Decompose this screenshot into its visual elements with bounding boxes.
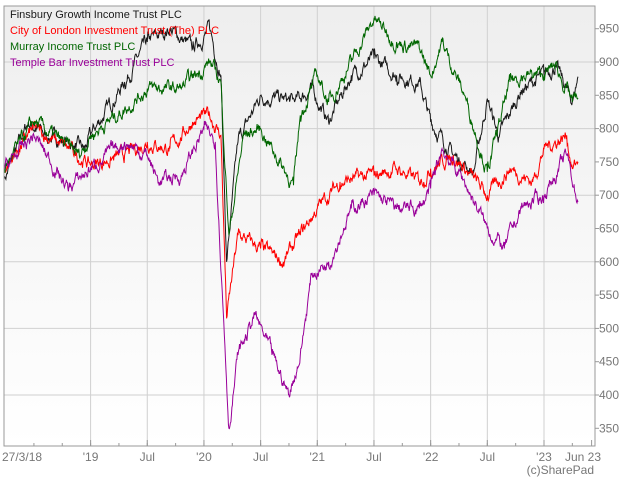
y-tick-label: 600 [599,255,619,269]
series-line-2 [4,15,579,236]
x-tick-label: '21 [309,450,325,464]
y-tick-label: 700 [599,188,619,202]
y-tick-label: 800 [599,122,619,136]
credit-text: (c)SharePad [527,463,594,477]
y-tick-label: 550 [599,288,619,302]
series-line-1 [4,105,579,319]
y-tick-label: 750 [599,155,619,169]
y-tick-label: 450 [599,355,619,369]
y-tick-label: 950 [599,22,619,36]
series-line-3 [4,120,579,430]
series-line-0 [4,19,579,262]
y-tick-label: 900 [599,55,619,69]
x-tick-label: '19 [83,450,99,464]
plot-border [3,5,596,447]
y-tick-label: 500 [599,321,619,335]
legend-entry: City of London Investment Trust (The) PL… [10,25,219,37]
x-tick-label: Jul [253,450,268,464]
x-tick-label: '23 [536,450,552,464]
y-tick-label: 850 [599,88,619,102]
plot-area [4,6,595,446]
x-tick-label: Jun 23 [565,450,601,464]
x-tick-label: '22 [423,450,439,464]
x-tick-label: Jul [140,450,155,464]
y-tick-label: 350 [599,421,619,435]
x-tick-label: Jul [366,450,381,464]
legend-entry: Temple Bar Investment Trust PLC [10,57,175,69]
x-tick-label: '20 [196,450,212,464]
y-tick-label: 650 [599,222,619,236]
x-tick-label: Jul [480,450,495,464]
y-tick-label: 400 [599,388,619,402]
legend-entry: Murray Income Trust PLC [10,41,135,53]
x-tick-label: 27/3/18 [2,450,42,464]
legend-entry: Finsbury Growth Income Trust PLC [10,9,182,21]
